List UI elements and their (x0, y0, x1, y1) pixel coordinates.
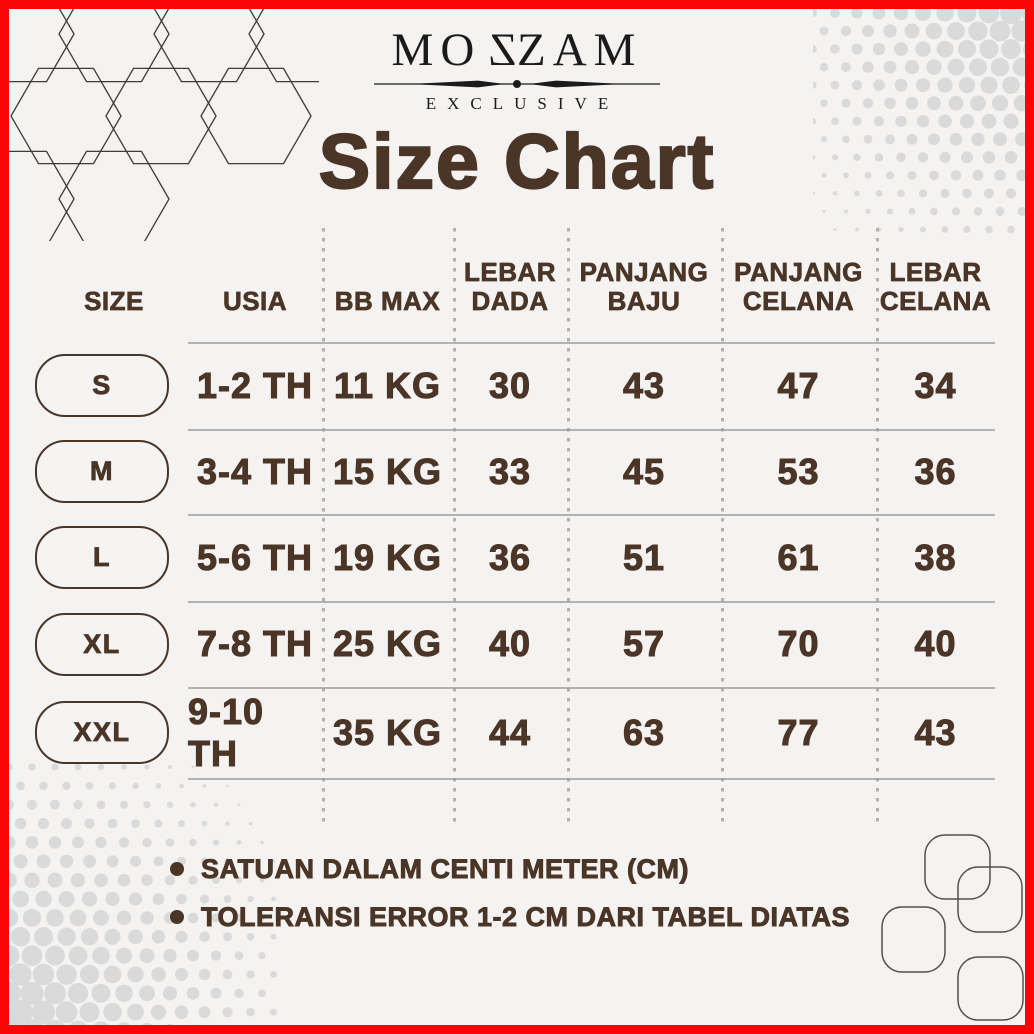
column-header-lebar-dada: LEBAR DADA (463, 256, 557, 316)
table-cell: 36 (914, 450, 957, 492)
header: MOZZAM EXCLUSIVE Size Chart (0, 0, 1034, 206)
table-cell: 25 KG (332, 623, 443, 665)
table-cell: 43 (622, 364, 666, 406)
note-text: TOLERANSI ERROR 1-2 CM DARI TABEL DIATAS (201, 901, 851, 932)
row-divider (188, 514, 995, 516)
brand-logo-suffix: ZAM (517, 24, 643, 76)
table-cell: 15 KG (332, 450, 443, 492)
footnotes: SATUAN DALAM CENTI METER (CM) TOLERANSI … (170, 846, 850, 942)
table-cell: 57 (622, 623, 666, 665)
table-cell: 7-8 TH (196, 623, 314, 665)
table-cell: 77 (777, 711, 820, 753)
column-divider (567, 228, 570, 828)
table-cell: 1-2 TH (196, 364, 314, 406)
column-header-panjang-celana: PANJANG CELANA (734, 256, 863, 316)
table-cell: 19 KG (332, 536, 443, 578)
logo-divider-icon (374, 80, 660, 89)
table-cell: 53 (777, 450, 820, 492)
size-badge: XL (35, 612, 169, 676)
column-header-bb-max: BB MAX (334, 285, 441, 316)
brand-logo-mirrored-letter: Z (481, 24, 517, 76)
column-divider (453, 228, 456, 828)
brand-subtitle: EXCLUSIVE (425, 94, 620, 114)
size-badge: S (35, 354, 169, 417)
table-row-size-cell: L (35, 514, 188, 601)
table-cell: 40 (914, 623, 957, 665)
page-title: Size Chart (318, 119, 716, 206)
table-cell: 3-4 TH (196, 450, 314, 492)
table-cell: 33 (488, 450, 532, 492)
column-divider (876, 228, 879, 828)
row-divider (188, 687, 995, 689)
bullet-icon (170, 862, 184, 876)
size-table: SIZE USIA BB MAX LEBAR DADA PANJANG BAJU… (35, 228, 995, 828)
table-cell: 36 (488, 536, 532, 578)
table-row-size-cell: XL (35, 601, 188, 687)
rounded-squares-icon (881, 834, 1024, 1021)
note-text: SATUAN DALAM CENTI METER (CM) (201, 853, 689, 884)
table-cell: 43 (914, 711, 957, 753)
row-divider (188, 601, 995, 603)
column-header-lebar-celana: LEBAR CELANA (879, 256, 992, 316)
table-cell: 11 KG (333, 364, 442, 406)
table-cell: 40 (488, 623, 532, 665)
brand-logo: MOZZAM (0, 24, 1034, 76)
note-item: TOLERANSI ERROR 1-2 CM DARI TABEL DIATAS (170, 894, 850, 940)
halftone-dots-icon (813, 9, 1025, 234)
table-cell: 47 (777, 364, 820, 406)
size-badge: L (35, 526, 169, 589)
halftone-dots-icon (9, 763, 277, 1025)
table-cell: 30 (488, 364, 532, 406)
table-cell: 63 (622, 711, 666, 753)
table-row-size-cell: M (35, 429, 188, 514)
size-badge: XXL (35, 701, 169, 764)
table-cell: 35 KG (332, 711, 443, 753)
column-divider (322, 228, 325, 828)
note-item: SATUAN DALAM CENTI METER (CM) (170, 846, 850, 892)
size-badge: M (35, 440, 169, 503)
column-divider (721, 228, 724, 828)
hexagon-pattern-icon (9, 9, 319, 241)
column-header-panjang-baju: PANJANG BAJU (579, 256, 709, 316)
table-cell: 44 (488, 711, 532, 753)
row-divider (188, 429, 995, 431)
row-divider (188, 342, 995, 344)
table-cell: 51 (622, 536, 666, 578)
row-divider (188, 778, 995, 780)
brand-logo-prefix: MO (391, 24, 482, 76)
table-cell: 61 (777, 536, 820, 578)
column-header-usia: USIA (222, 285, 288, 316)
table-cell: 45 (622, 450, 666, 492)
table-cell: 9-10 TH (188, 690, 265, 774)
bullet-icon (170, 910, 184, 924)
table-cell: 34 (914, 364, 957, 406)
table-cell: 38 (914, 536, 957, 578)
table-row-size-cell: S (35, 342, 188, 429)
table-cell: 5-6 TH (196, 536, 314, 578)
column-header-size: SIZE (84, 285, 144, 316)
table-row-size-cell: XXL (35, 687, 188, 778)
table-cell: 70 (777, 623, 820, 665)
size-table-grid: SIZE USIA BB MAX LEBAR DADA PANJANG BAJU… (35, 228, 995, 828)
